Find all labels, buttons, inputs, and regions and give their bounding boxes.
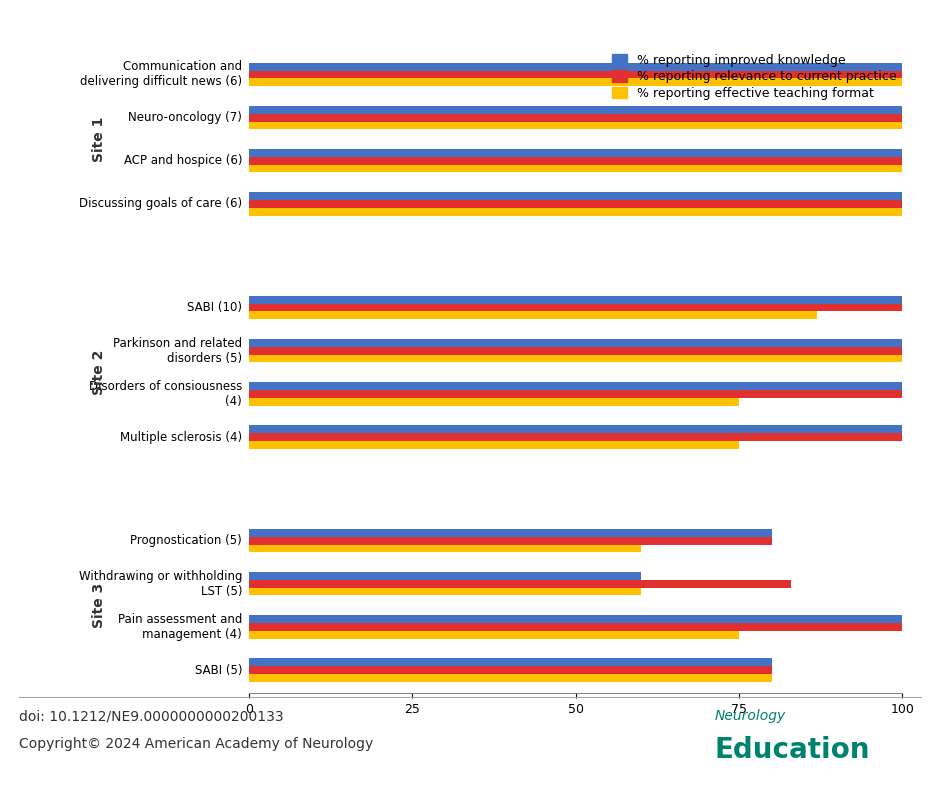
Bar [249,623,902,631]
Bar [249,666,772,674]
Bar [249,529,772,537]
Bar [249,200,902,208]
Bar [249,311,818,319]
Bar [249,165,902,173]
Bar [249,149,902,157]
Text: doi: 10.1212/NE9.0000000000200133: doi: 10.1212/NE9.0000000000200133 [19,709,284,723]
Bar [249,390,902,398]
Text: Site 1: Site 1 [92,117,106,162]
Bar [249,157,902,165]
Bar [249,580,791,588]
Text: Site 3: Site 3 [92,583,106,628]
Bar [249,674,772,682]
Bar [249,192,902,200]
Bar [249,78,902,86]
Text: Copyright© 2024 American Academy of Neurology: Copyright© 2024 American Academy of Neur… [19,737,373,751]
Bar [249,398,739,406]
Bar [249,339,902,347]
Text: Education: Education [714,736,870,764]
Bar [249,441,739,448]
Bar [249,106,902,113]
Bar [249,208,902,216]
Legend: % reporting improved knowledge, % reporting relevance to current practice, % rep: % reporting improved knowledge, % report… [612,54,896,100]
Bar [249,615,902,623]
Bar [249,382,902,390]
Bar [249,588,641,596]
Bar [249,659,772,666]
Bar [249,296,902,303]
Bar [249,426,902,433]
Bar [249,347,902,355]
Bar [249,545,641,552]
Bar [249,631,739,638]
Bar [249,71,902,78]
Bar [249,355,902,362]
Bar [249,121,902,129]
Bar [249,113,902,121]
Bar [249,537,772,545]
Text: Site 2: Site 2 [92,350,106,395]
Text: Neurology: Neurology [714,709,786,723]
Bar [249,433,902,441]
Bar [249,63,902,71]
Bar [249,303,902,311]
Bar [249,572,641,580]
